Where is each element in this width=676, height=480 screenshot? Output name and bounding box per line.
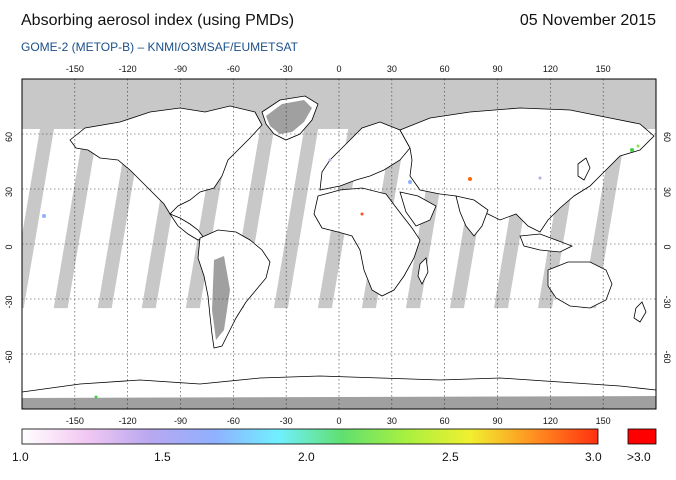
lat-tick-label: 30 bbox=[662, 187, 672, 197]
india bbox=[455, 195, 489, 237]
lon-tick-labels-top: -150 -120 -90 -60 -30 0 30 60 90 120 150 bbox=[66, 64, 611, 74]
lat-tick-label: 0 bbox=[4, 244, 14, 249]
new-zealand bbox=[633, 301, 647, 323]
arabia bbox=[399, 191, 437, 227]
lat-tick-labels-right: 60 30 0 -30 -60 bbox=[662, 132, 672, 364]
map-date: 05 November 2015 bbox=[519, 12, 656, 29]
lon-tick-label: 120 bbox=[543, 64, 558, 74]
lat-tick-label: -30 bbox=[662, 295, 672, 308]
lon-tick-label: -150 bbox=[66, 64, 84, 74]
lat-tick-label: -30 bbox=[4, 295, 14, 308]
aerosol-spot bbox=[630, 148, 634, 152]
lat-tick-label: -60 bbox=[4, 350, 14, 363]
graticule bbox=[22, 79, 656, 409]
australia bbox=[547, 261, 613, 309]
map-subtitle: GOME-2 (METOP-B) – KNMI/O3MSAF/EUMETSAT bbox=[21, 40, 298, 54]
lon-tick-label: 0 bbox=[336, 64, 341, 74]
colorbar-label-2-5: 2.5 bbox=[442, 450, 459, 464]
lat-tick-labels-left: 60 30 0 -30 -60 bbox=[4, 132, 14, 364]
lon-tick-label: 150 bbox=[596, 64, 611, 74]
africa bbox=[313, 187, 421, 297]
aerosol-spot bbox=[408, 180, 412, 184]
orbit-gap-swath bbox=[22, 79, 63, 309]
southeast-asia-islands bbox=[519, 233, 573, 253]
lon-tick-label: 150 bbox=[596, 416, 611, 426]
lon-tick-label: 60 bbox=[440, 64, 450, 74]
lon-tick-label: -150 bbox=[66, 416, 84, 426]
lon-tick-label: 90 bbox=[492, 416, 502, 426]
lon-tick-label: -60 bbox=[227, 64, 240, 74]
aerosol-spot bbox=[94, 395, 98, 399]
greenland-no-data bbox=[266, 100, 312, 134]
lon-tick-label: -30 bbox=[280, 64, 293, 74]
aerosol-spot bbox=[468, 177, 472, 181]
map-border bbox=[21, 78, 657, 410]
aerosol-spots bbox=[42, 144, 640, 399]
lon-tick-label: 60 bbox=[440, 416, 450, 426]
lon-tick-label: 0 bbox=[336, 416, 341, 426]
lon-tick-label: -90 bbox=[174, 64, 187, 74]
aerosol-spot bbox=[538, 176, 542, 180]
lat-tick-label: -60 bbox=[662, 350, 672, 363]
colorbar-label-over: >3.0 bbox=[627, 450, 651, 464]
colorbar-label-3-0: 3.0 bbox=[585, 450, 602, 464]
colorbar-label-1-5: 1.5 bbox=[154, 450, 171, 464]
lon-tick-labels-bottom: -150 -120 -90 -60 -30 0 30 60 90 120 150 bbox=[66, 416, 611, 426]
map-title: Absorbing aerosol index (using PMDs) bbox=[21, 12, 295, 29]
lat-tick-label: 0 bbox=[662, 244, 672, 249]
lon-tick-label: -90 bbox=[174, 416, 187, 426]
madagascar bbox=[417, 257, 429, 285]
lon-tick-label: 30 bbox=[387, 64, 397, 74]
aerosol-spot bbox=[360, 212, 364, 216]
aerosol-spot bbox=[328, 158, 332, 162]
lon-tick-label: -120 bbox=[119, 416, 137, 426]
colorbar-label-2-0: 2.0 bbox=[298, 450, 315, 464]
lat-tick-label: 60 bbox=[662, 132, 672, 142]
lon-tick-label: -60 bbox=[227, 416, 240, 426]
orbit-gap-swath bbox=[273, 79, 327, 309]
colorbar-label-1-0: 1.0 bbox=[12, 450, 29, 464]
lat-tick-label: 30 bbox=[4, 187, 14, 197]
colorbar-gradient bbox=[21, 428, 599, 445]
lon-tick-label: 30 bbox=[387, 416, 397, 426]
aerosol-spot bbox=[42, 214, 46, 218]
lat-tick-label: 60 bbox=[4, 132, 14, 142]
lon-tick-label: -120 bbox=[119, 64, 137, 74]
map-content bbox=[22, 79, 656, 409]
colorbar-over-swatch bbox=[627, 428, 657, 445]
andes-no-data bbox=[212, 256, 230, 340]
north-america bbox=[69, 105, 263, 215]
japan bbox=[577, 157, 591, 181]
lon-tick-label: 90 bbox=[492, 64, 502, 74]
lon-tick-label: -30 bbox=[280, 416, 293, 426]
aerosol-spot bbox=[636, 144, 640, 148]
lon-tick-label: 120 bbox=[543, 416, 558, 426]
